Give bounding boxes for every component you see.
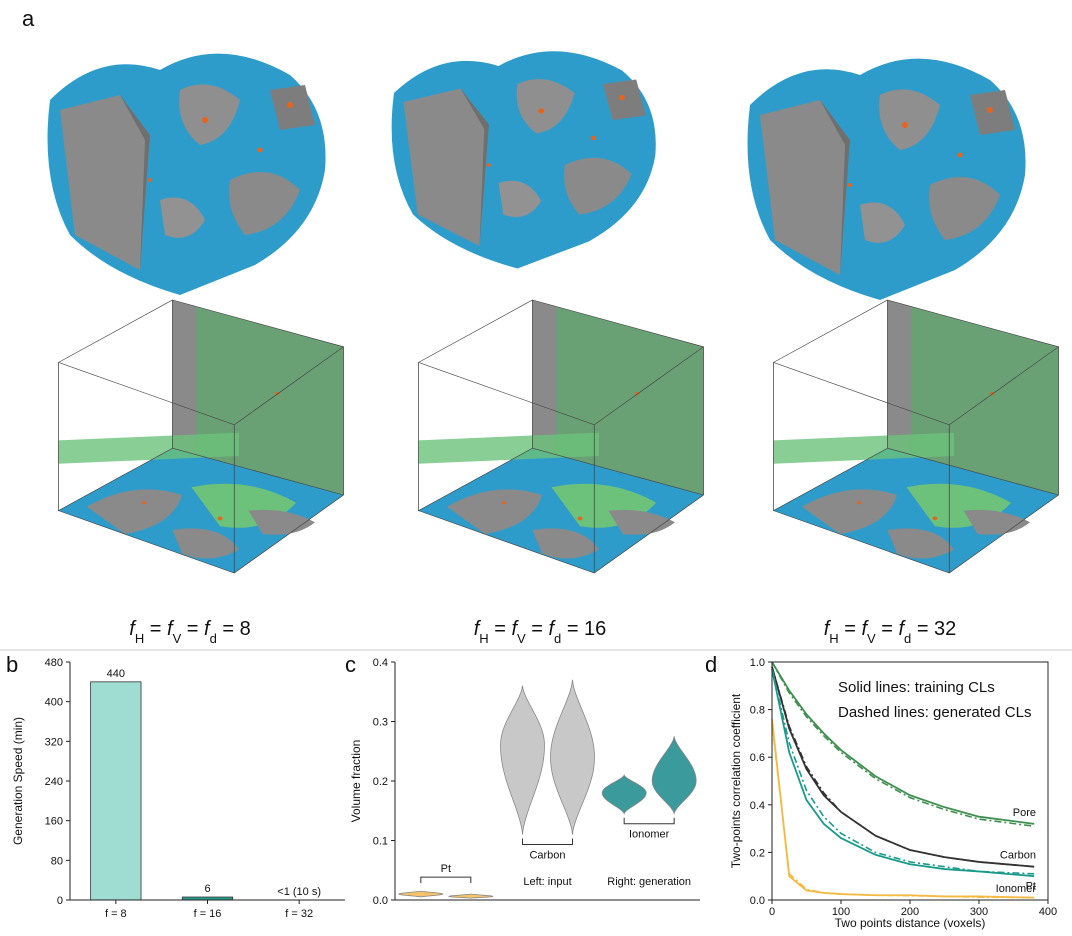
violin [399, 891, 443, 897]
violin [551, 680, 595, 835]
series-line [772, 667, 1034, 867]
bracket [421, 877, 471, 883]
bracket [624, 818, 674, 824]
series-line [772, 724, 1034, 898]
panel-label: d [705, 652, 717, 677]
series-label: Carbon [1000, 850, 1036, 862]
caption-part: = 16 [561, 618, 606, 640]
y-tick-label: 0 [57, 895, 63, 907]
value-label: 440 [107, 668, 125, 680]
caption-part: d [210, 631, 217, 646]
y-tick-label: 480 [45, 657, 63, 669]
bar [91, 682, 141, 900]
page: { "panel_labels": ["a", "b", "c", "d"], … [0, 0, 1072, 931]
series-line [772, 719, 1034, 898]
y-tick-label: 0.8 [750, 705, 765, 717]
caption-part: = [876, 618, 899, 640]
x-tick-label: 400 [1039, 906, 1057, 918]
y-tick-label: 0.4 [373, 657, 388, 669]
caption-part: V [517, 631, 526, 646]
annotation: Left: input [523, 876, 571, 888]
caption: fH = fV = fd = 16 [474, 618, 607, 646]
render-3d [748, 59, 1026, 300]
y-tick-label: 0.2 [373, 776, 388, 788]
y-tick-label: 0.6 [750, 752, 765, 764]
caption-part: V [173, 631, 182, 646]
violin [501, 686, 545, 835]
x-tick-label: f = 16 [194, 908, 222, 920]
panel-label: b [6, 652, 18, 677]
caption: fH = fV = fd = 32 [824, 618, 957, 646]
series-label: Pt [1026, 881, 1036, 893]
y-axis-title: Generation Speed (min) [11, 717, 25, 845]
series-label: Pore [1013, 807, 1036, 819]
group-label: Carbon [529, 850, 565, 862]
caption-part: = 8 [217, 618, 251, 640]
y-tick-label: 1.0 [750, 657, 765, 669]
panel-label: c [345, 652, 356, 677]
caption-part: = [839, 618, 862, 640]
caption-part: = [181, 618, 204, 640]
violin [602, 775, 646, 814]
y-tick-label: 80 [51, 855, 63, 867]
caption-part: d [904, 631, 911, 646]
group-label: Pt [441, 863, 451, 875]
x-tick-label: f = 8 [105, 908, 127, 920]
caption-part: = [489, 618, 512, 640]
x-tick-label: 0 [769, 906, 775, 918]
render-3d [392, 51, 656, 268]
render-3d [48, 54, 326, 295]
annotation: Right: generation [607, 876, 691, 888]
caption-part: V [867, 631, 876, 646]
render-slices [59, 300, 344, 573]
annotation: Dashed lines: generated CLs [838, 704, 1031, 721]
caption-part: H [479, 631, 488, 646]
value-label: 6 [204, 883, 210, 895]
y-tick-label: 0.2 [750, 847, 765, 859]
caption-part: H [135, 631, 144, 646]
figure: a b c d fH = fV = fd = 8 fH = fV = fd = 1… [0, 0, 1072, 931]
series-line [772, 669, 1034, 874]
y-tick-label: 0.4 [750, 800, 765, 812]
render-slices [419, 300, 704, 573]
y-tick-label: 0.0 [750, 895, 765, 907]
value-label: <1 (10 s) [277, 886, 321, 898]
violin [449, 894, 493, 898]
caption: fH = fV = fd = 8 [129, 618, 251, 646]
series-line [772, 669, 1034, 876]
caption-part: = 32 [911, 618, 956, 640]
y-tick-label: 0.3 [373, 717, 388, 729]
y-tick-label: 0.1 [373, 836, 388, 848]
y-tick-label: 320 [45, 736, 63, 748]
y-axis-title: Two-points correlation coefficient [729, 693, 743, 868]
violin [652, 736, 696, 813]
caption-part: d [554, 631, 561, 646]
renders [48, 51, 1059, 573]
render-slices [774, 300, 1059, 573]
annotation: Solid lines: training CLs [838, 679, 995, 696]
y-tick-label: 240 [45, 776, 63, 788]
y-tick-label: 160 [45, 816, 63, 828]
panel-label: a [22, 6, 35, 31]
bracket [523, 839, 573, 845]
group-label: Ionomer [629, 829, 670, 841]
x-tick-label: f = 32 [285, 908, 313, 920]
caption-part: H [829, 631, 838, 646]
y-axis-title: Volume fraction [349, 740, 363, 823]
y-tick-label: 400 [45, 697, 63, 709]
caption-part: = [144, 618, 167, 640]
series-line [772, 667, 1034, 867]
y-tick-label: 0.0 [373, 895, 388, 907]
caption-part: = [526, 618, 549, 640]
x-axis-title: Two points distance (voxels) [835, 916, 986, 930]
